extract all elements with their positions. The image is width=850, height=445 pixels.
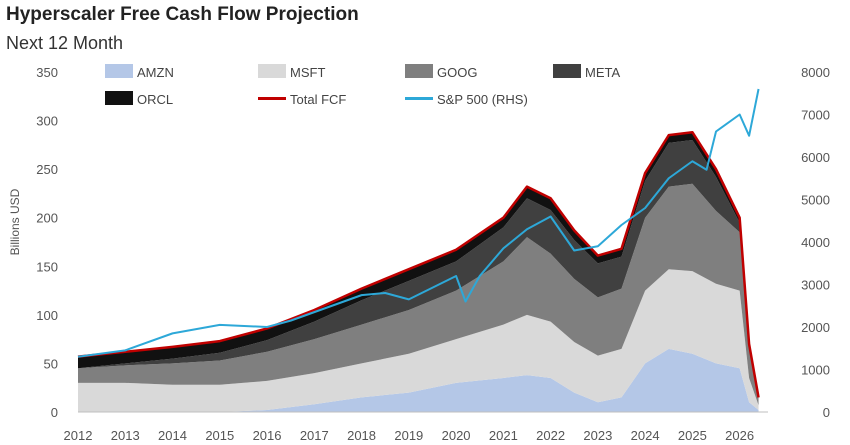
y2-tick-label: 3000 [801,278,830,293]
lines-layer [77,88,760,398]
y-tick-label: 100 [36,308,58,323]
x-tick-label: 2016 [253,428,282,443]
y2-tick-label: 5000 [801,193,830,208]
area-msft [78,269,759,412]
y-tick-label: 300 [36,114,58,129]
legend-swatch-s-p-500-rhs- [405,97,433,100]
x-tick-label: 2012 [64,428,93,443]
line-s-p-500-rhs- [77,88,760,358]
area-amzn [78,348,759,412]
x-tick-label: 2017 [300,428,329,443]
y2-tick-label: 8000 [801,65,830,80]
legend-swatch-amzn [105,64,133,78]
x-tick-label: 2024 [631,428,660,443]
y2-tick-label: 2000 [801,320,830,335]
y2-tick-label: 1000 [801,363,830,378]
legend-label-s-p-500-rhs-: S&P 500 (RHS) [437,92,528,107]
y-tick-label: 0 [51,405,58,420]
x-tick-label: 2015 [205,428,234,443]
y2-tick-label: 4000 [801,235,830,250]
legend-label-total-fcf: Total FCF [290,92,346,107]
line-total-fcf [77,130,760,398]
x-tick-label: 2013 [111,428,140,443]
x-tick-label: 2018 [347,428,376,443]
y-tick-label: 250 [36,162,58,177]
y-tick-label: 350 [36,65,58,80]
y-tick-label: 50 [44,356,58,371]
axes-layer: 0 50 100 150 200 250 300 350 0 1000 2000 3000 4000 50… [36,65,830,443]
x-tick-label: 2021 [489,428,518,443]
chart-subtitle: Next 12 Month [6,33,124,53]
area-meta [78,140,759,398]
legend-label-msft: MSFT [290,65,325,80]
x-tick-label: 2022 [536,428,565,443]
legend-label-orcl: ORCL [137,92,173,107]
legend-label-goog: GOOG [437,65,477,80]
legend-swatch-orcl [105,91,133,105]
chart-title: Hyperscaler Free Cash Flow Projection [6,4,359,25]
legend-swatch-total-fcf [258,97,286,100]
y-tick-label: 150 [36,259,58,274]
legend: AMZN MSFT GOOG META ORCL Total FCF S&P 500 (RH… [105,64,620,107]
x-tick-label: 2026 [725,428,754,443]
x-tick-label: 2014 [158,428,187,443]
legend-swatch-goog [405,64,433,78]
area-goog [78,183,759,406]
x-tick-label: 2023 [583,428,612,443]
y2-tick-label: 7000 [801,108,830,123]
y-axis-label: Billions USD [8,188,22,255]
y2-tick-label: 6000 [801,150,830,165]
legend-swatch-meta [553,64,581,78]
areas-layer [78,132,759,412]
x-tick-label: 2020 [442,428,471,443]
x-tick-label: 2025 [678,428,707,443]
x-tick-label: 2019 [394,428,423,443]
legend-swatch-msft [258,64,286,78]
y-tick-label: 200 [36,211,58,226]
legend-label-meta: META [585,65,620,80]
y2-tick-label: 0 [823,405,830,420]
legend-label-amzn: AMZN [137,65,174,80]
